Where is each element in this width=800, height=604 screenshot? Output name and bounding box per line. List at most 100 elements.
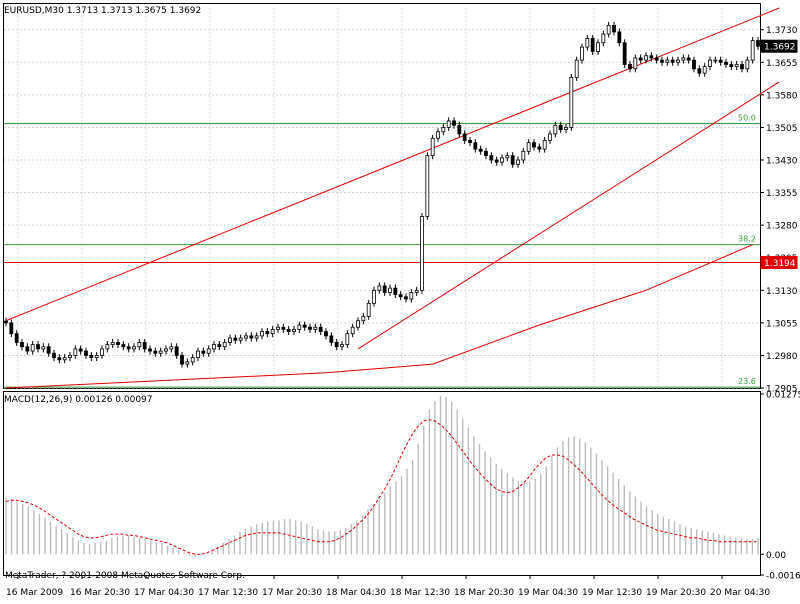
candle-body — [238, 337, 243, 341]
candle-body — [569, 77, 574, 128]
candlestick — [606, 21, 611, 38]
candle-body — [9, 322, 14, 335]
candlestick — [404, 293, 408, 303]
candle-body — [713, 59, 718, 62]
price-tick-label: 1.3355 — [766, 189, 798, 199]
candle-body — [292, 328, 296, 332]
candle-body — [548, 133, 552, 141]
candlestick — [452, 117, 456, 129]
candle-body — [692, 59, 696, 70]
candle-body — [254, 335, 259, 339]
candle-body — [142, 341, 147, 350]
candlestick — [580, 43, 584, 64]
candle-body — [404, 296, 408, 300]
candle-body — [478, 148, 483, 152]
candlestick — [238, 334, 243, 344]
candlestick — [52, 349, 56, 362]
candlestick — [340, 341, 344, 351]
candle-body — [276, 326, 280, 330]
candle-body — [62, 357, 67, 361]
current-price-label-box — [760, 39, 798, 53]
candlestick — [244, 332, 248, 342]
candlestick — [516, 156, 520, 168]
candlestick — [14, 330, 19, 346]
candle-body — [590, 38, 595, 52]
time-tick-label: 16 Mar 2009 — [6, 588, 63, 598]
candle-body — [228, 337, 232, 343]
candlestick — [510, 152, 515, 168]
time-tick-label: 16 Mar 20:30 — [70, 588, 130, 598]
candlestick — [318, 323, 323, 336]
time-tick-label: 17 Mar 04:30 — [134, 588, 194, 598]
candlestick — [372, 286, 376, 307]
candle-body — [521, 150, 526, 161]
candlestick — [286, 325, 291, 336]
candlestick — [494, 156, 499, 166]
macd-chart-frame — [3, 391, 761, 576]
candlestick — [281, 323, 286, 333]
candle-body — [468, 140, 472, 144]
candlestick — [270, 325, 275, 338]
candlestick — [126, 343, 131, 353]
candlestick — [478, 145, 483, 155]
candlestick — [436, 128, 440, 142]
candle-body — [286, 328, 291, 332]
price-tick-label: 1.2905 — [766, 385, 798, 395]
candle-body — [334, 341, 339, 348]
candle-body — [190, 357, 195, 363]
candle-body — [409, 292, 414, 300]
candlestick — [468, 136, 472, 147]
candle-body — [185, 361, 190, 365]
candlestick — [414, 286, 419, 296]
candlestick — [734, 60, 739, 71]
candlestick — [41, 343, 46, 353]
candle-body — [457, 124, 462, 135]
candle-body — [388, 287, 392, 293]
candlestick — [537, 143, 542, 153]
candlestick — [158, 347, 163, 357]
candle-body — [313, 326, 318, 330]
candle-body — [462, 133, 467, 141]
candlestick — [692, 56, 696, 73]
time-tick-label: 19 Mar 12:30 — [582, 588, 642, 598]
candlestick — [740, 60, 744, 73]
candle-body — [606, 24, 611, 35]
candlestick — [644, 52, 648, 64]
candle-body — [414, 289, 419, 293]
candlestick — [36, 341, 40, 353]
candlestick — [313, 323, 318, 333]
candlestick — [676, 56, 680, 66]
candle-body — [206, 348, 211, 354]
candlestick — [564, 123, 568, 134]
fibo-level-label: 38.2 — [738, 235, 756, 244]
candlestick — [254, 332, 259, 342]
candle-body — [30, 344, 35, 352]
candle-body — [452, 120, 456, 126]
candlestick — [446, 117, 451, 131]
time-tick-label: 17 Mar 20:30 — [262, 588, 322, 598]
candle-body — [596, 42, 600, 52]
candlestick — [628, 60, 632, 73]
candle-body — [633, 57, 638, 70]
candle-body — [281, 326, 286, 330]
candle-body — [265, 331, 270, 335]
candle-body — [585, 38, 590, 48]
candlestick — [164, 345, 168, 355]
candle-body — [153, 350, 158, 354]
candlestick — [382, 282, 387, 296]
candlestick — [617, 28, 622, 47]
price-tick-label: 1.2980 — [766, 352, 798, 362]
symbol-header: EURUSD,M30 1.3713 1.3713 1.3675 1.3692 — [4, 6, 201, 16]
candle-body — [537, 146, 542, 150]
candle-body — [558, 124, 563, 130]
candlestick — [462, 130, 467, 144]
candle-body — [446, 120, 451, 128]
candle-body — [73, 348, 78, 356]
candle-body — [297, 324, 302, 330]
candle-body — [36, 344, 40, 350]
candlestick — [665, 56, 670, 66]
candle-body — [697, 68, 702, 74]
horizontal-level-label: 1.3194 — [760, 255, 798, 269]
